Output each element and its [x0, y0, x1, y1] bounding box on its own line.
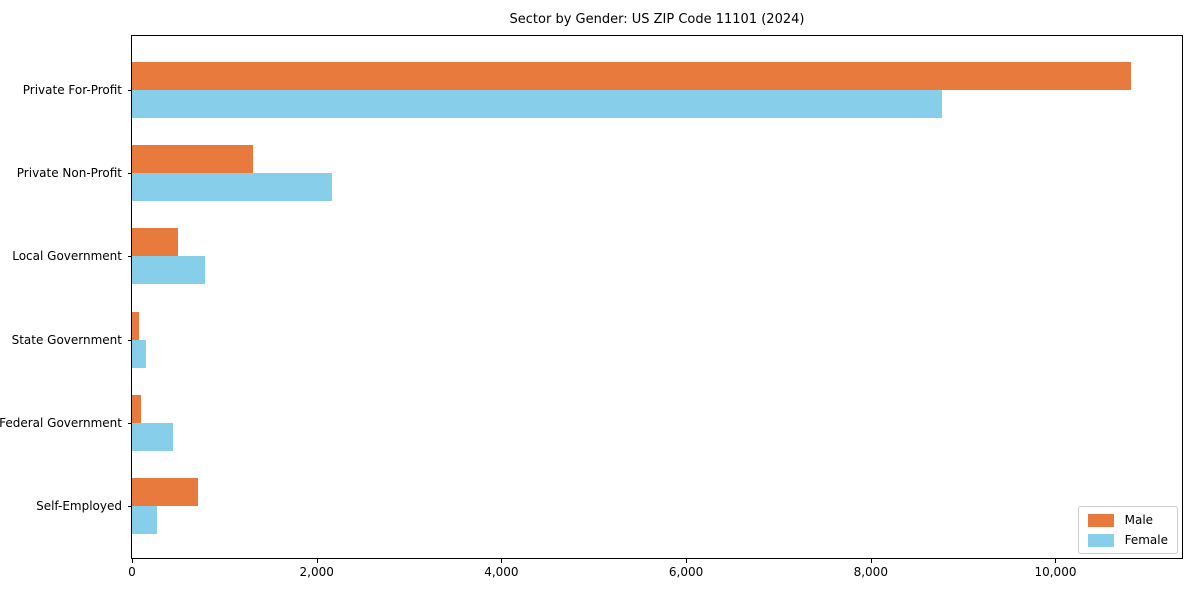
x-tick-label: 10,000 — [1034, 565, 1077, 579]
y-tick-mark — [128, 422, 133, 424]
bar-pair — [132, 144, 1182, 201]
x-tick-label: 6,000 — [668, 565, 704, 579]
y-axis-label: Federal Government — [0, 415, 122, 430]
x-tick-mark — [870, 559, 872, 563]
x-tick-mark — [132, 559, 133, 563]
bar-female — [132, 256, 205, 285]
category-row: Self-Employed — [36, 465, 1182, 548]
y-axis-label: Self-Employed — [36, 499, 122, 514]
bar-pair — [132, 394, 1182, 451]
category-row: Private For-Profit — [23, 48, 1182, 131]
legend-swatch-male — [1087, 513, 1114, 527]
category-row: Local Government — [12, 215, 1182, 298]
bar-male — [132, 478, 198, 507]
legend-label: Female — [1124, 533, 1168, 547]
legend: Male Female — [1077, 506, 1178, 554]
plot-area: Private For-Profit Private Non-Profit Loca… — [0, 35, 1183, 579]
y-tick-mark — [128, 172, 133, 174]
chart-title: Sector by Gender: US ZIP Code 11101 (202… — [509, 12, 805, 27]
bar-female — [132, 339, 146, 368]
bar-male — [132, 311, 140, 340]
bar-female — [132, 89, 942, 118]
x-tick-label: 0 — [128, 565, 136, 579]
bar-male — [132, 394, 142, 423]
legend-label: Male — [1124, 513, 1154, 527]
bar-male — [132, 228, 179, 257]
category-row: Federal Government — [0, 381, 1182, 464]
y-tick-mark — [128, 89, 133, 91]
legend-item-female: Female — [1087, 533, 1168, 547]
bar-male — [132, 144, 253, 173]
y-tick-mark — [128, 256, 133, 258]
x-tick-label: 2,000 — [299, 565, 334, 579]
y-axis-label: Private Non-Profit — [16, 165, 122, 180]
bar-female — [132, 422, 174, 451]
y-axis-label: Private For-Profit — [22, 82, 122, 97]
y-axis-label: Local Government — [12, 249, 122, 264]
y-axis-label: State Government — [11, 332, 122, 347]
bar-pair — [132, 61, 1182, 118]
bar-pair — [132, 478, 1182, 535]
bar-rows: Private For-Profit Private Non-Profit Loca… — [0, 36, 1182, 558]
y-tick-mark — [128, 339, 133, 341]
bar-female — [132, 172, 333, 201]
bar-pair — [132, 228, 1182, 285]
category-row: State Government — [12, 298, 1182, 381]
category-row: Private Non-Profit — [17, 131, 1182, 214]
x-tick-mark — [316, 559, 318, 563]
x-tick-label: 4,000 — [484, 565, 519, 579]
x-tick-mark — [686, 559, 688, 563]
y-tick-mark — [128, 506, 133, 508]
x-tick-label: 8,000 — [853, 565, 888, 579]
x-tick-mark — [501, 559, 503, 563]
legend-swatch-female — [1087, 533, 1114, 547]
bar-pair — [132, 311, 1182, 368]
x-tick-mark — [1055, 559, 1057, 563]
bar-female — [132, 506, 157, 535]
bar-male — [132, 61, 1132, 90]
legend-item-male: Male — [1087, 513, 1168, 527]
